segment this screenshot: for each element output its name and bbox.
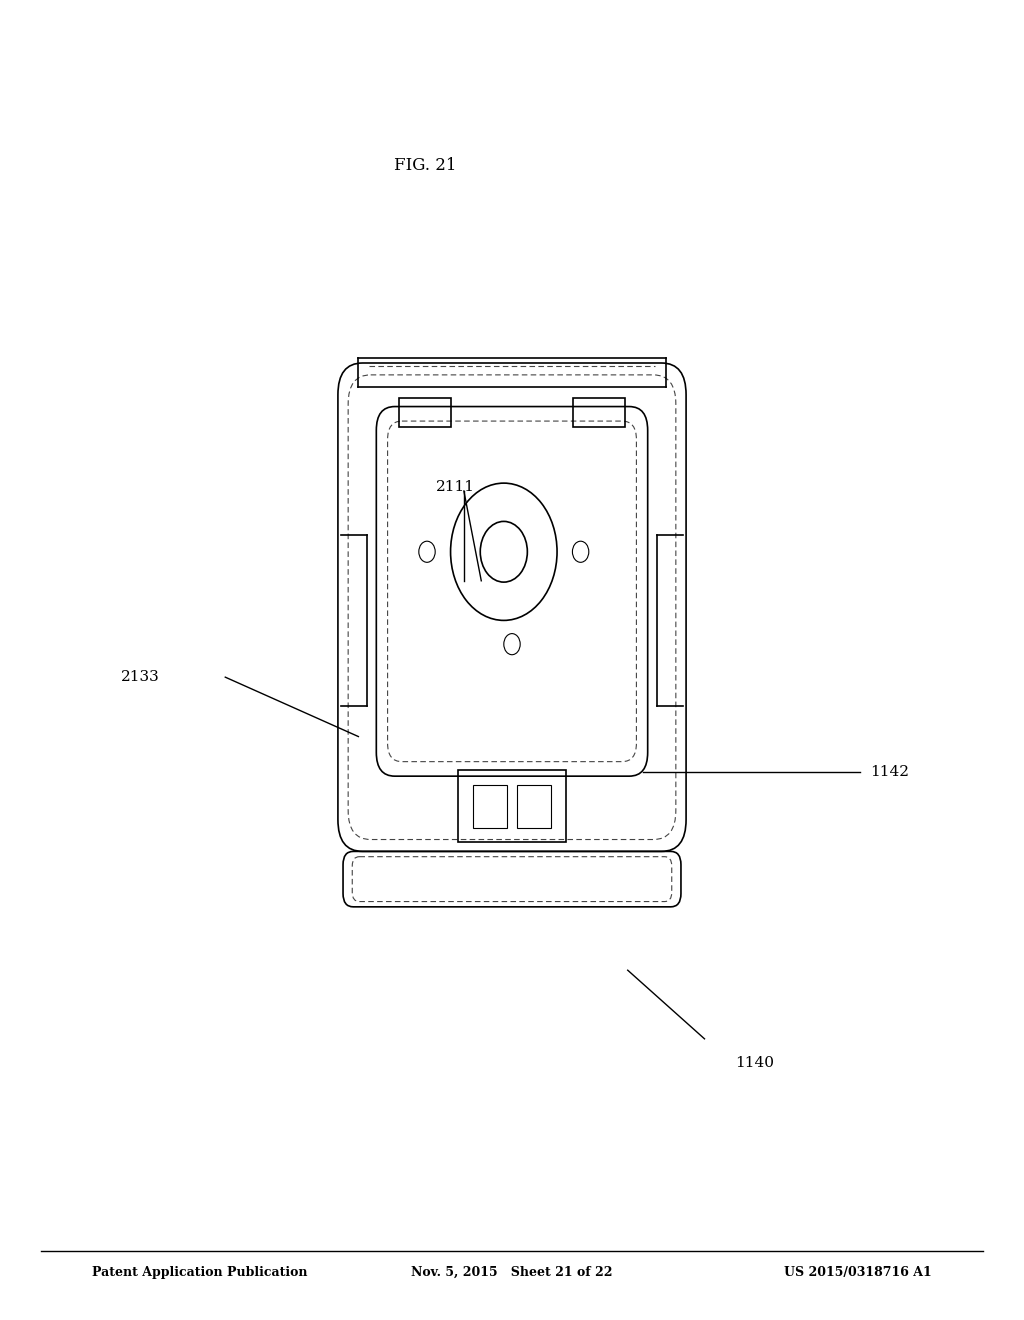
Bar (399, 397, 451, 426)
Text: 2111: 2111 (436, 480, 475, 495)
Text: US 2015/0318716 A1: US 2015/0318716 A1 (784, 1266, 932, 1279)
Bar (573, 397, 625, 426)
Text: Patent Application Publication: Patent Application Publication (92, 1266, 307, 1279)
Text: 1140: 1140 (735, 1056, 774, 1069)
Bar (459, 770, 565, 842)
Text: FIG. 21: FIG. 21 (393, 157, 457, 173)
Text: Nov. 5, 2015   Sheet 21 of 22: Nov. 5, 2015 Sheet 21 of 22 (412, 1266, 612, 1279)
Text: 1142: 1142 (870, 766, 909, 779)
Text: 2133: 2133 (121, 671, 160, 684)
Bar (517, 785, 551, 828)
Bar (473, 785, 507, 828)
